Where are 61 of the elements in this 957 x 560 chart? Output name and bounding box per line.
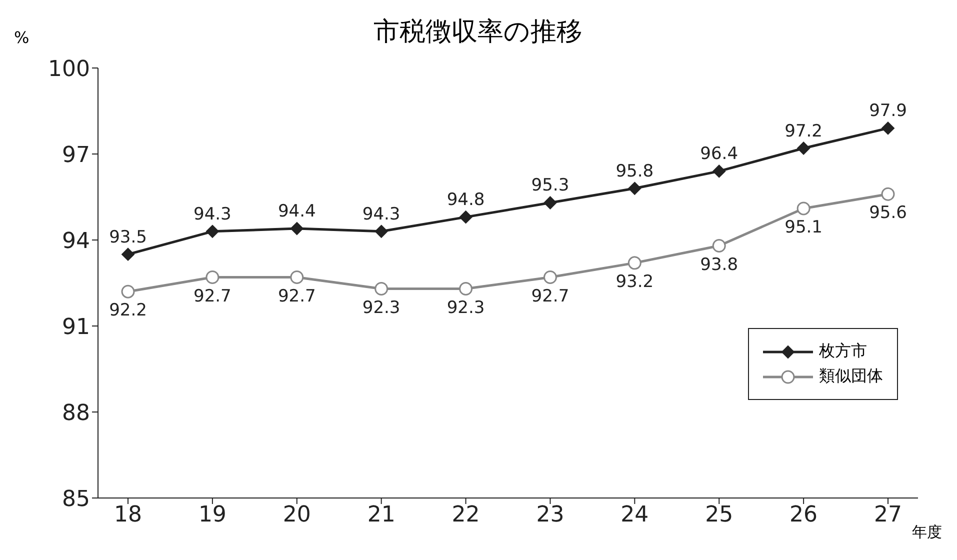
point [122,248,134,261]
data-label: 94.4 [278,202,316,222]
data-label: 96.4 [700,144,738,164]
x-tick-label: 23 [536,502,564,528]
y-axis-title: % [14,28,30,47]
data-label: 92.2 [109,300,147,321]
data-label: 92.3 [446,298,485,318]
data-label: 95.1 [784,218,822,238]
point [712,238,726,252]
data-label: 97.9 [869,101,907,122]
point [882,122,894,135]
data-label: 95.3 [531,176,570,196]
y-tick-label: 88 [62,400,90,426]
data-label: 93.8 [700,254,738,275]
x-tick-label: 27 [874,502,902,528]
x-axis-title: 年度 [912,523,942,542]
point [796,202,810,216]
point [459,282,473,296]
point [290,222,304,236]
data-label: 92.7 [278,286,316,306]
point [459,210,472,224]
x-tick-label: 21 [367,502,396,528]
y-tick-label: 100 [48,56,90,82]
x-tick-label: 19 [198,502,226,528]
data-label: 92.7 [531,286,570,306]
point [628,182,642,195]
point [543,270,557,284]
point [206,270,220,284]
y-tick-label: 94 [62,228,90,254]
point [206,224,219,238]
point [121,284,135,298]
chart-title: 市税徴収率の推移 [374,17,582,47]
data-label: 97.2 [784,121,822,142]
point [544,196,557,210]
x-tick-label: 20 [282,502,311,528]
x-tick-label: 22 [452,502,480,528]
point [712,164,726,178]
y-tick-label: 97 [62,142,90,168]
point [374,282,388,296]
x-tick-label: 26 [790,502,818,528]
y-tick-label: 85 [62,486,90,512]
point [797,142,810,155]
x-tick-label: 18 [114,502,142,528]
data-label: 93.5 [109,227,147,248]
point [881,187,895,201]
point [628,256,642,270]
legend-label: 類似団体 [819,366,883,387]
data-label: 94.3 [362,204,400,224]
data-label: 94.3 [194,204,232,224]
data-label: 92.7 [194,286,232,306]
data-label: 95.8 [616,161,654,182]
x-tick-label: 24 [620,502,649,528]
data-label: 94.8 [446,190,485,210]
data-label: 95.6 [869,203,907,224]
data-label: 93.2 [616,272,654,292]
legend-label: 枚方市 [819,341,867,362]
y-tick-label: 91 [62,314,90,340]
point [374,224,388,238]
x-tick-label: 25 [705,502,734,528]
data-label: 92.3 [362,298,400,318]
point [290,270,304,284]
